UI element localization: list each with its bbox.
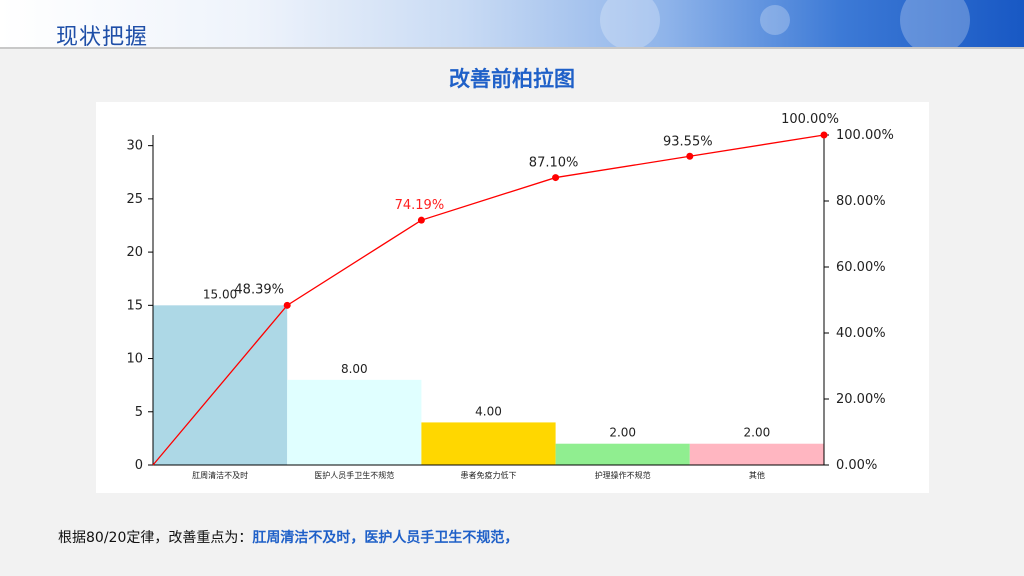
- conclusion-note: 根据80/20定律，改善重点为：肛周清洁不及时，医护人员手卫生不规范，: [58, 527, 518, 547]
- cumulative-line: [152, 134, 825, 466]
- cumulative-point: [552, 174, 560, 182]
- x-tick-label: 其他: [749, 470, 765, 480]
- cumulative-label: 87.10%: [529, 156, 579, 171]
- bar: [287, 379, 422, 465]
- page-title: 现状把握: [56, 25, 149, 50]
- bar-value-label: 8.00: [341, 362, 368, 376]
- cumulative-point: [686, 152, 694, 160]
- y-tick-label: 20: [126, 245, 143, 260]
- y-tick-label: 5: [135, 405, 143, 420]
- x-tick-label: 医护人员手卫生不规范: [314, 470, 394, 480]
- cumulative-point: [417, 216, 425, 224]
- cumulative-label: 93.55%: [663, 134, 713, 149]
- y2-tick-label: 0.00%: [836, 458, 877, 473]
- y2-tick-label: 40.00%: [836, 326, 886, 341]
- header-divider: [0, 47, 1024, 49]
- banner-bubble: [600, 0, 660, 48]
- bar-value-label: 15.00: [203, 287, 237, 301]
- bar-value-label: 4.00: [475, 404, 502, 418]
- chart-panel: 15.00 肛周清洁不及时 8.00 医护人员手卫生不规范 4.00 患者免疫力低下 2.0…: [96, 102, 929, 493]
- x-tick-label: 护理操作不规范: [595, 470, 651, 480]
- cumulative-point: [283, 301, 291, 309]
- y-tick-label: 0: [135, 458, 143, 473]
- cumulative-label: 48.39%: [234, 282, 284, 297]
- banner-bubble: [760, 5, 790, 35]
- y-tick-label: 15: [126, 298, 143, 313]
- y-tick-label: 30: [126, 139, 143, 154]
- y2-tick-label: 60.00%: [836, 260, 886, 275]
- conclusion-prefix: 根据80/20定律，改善重点为：: [58, 530, 253, 546]
- bar: [421, 422, 556, 465]
- pareto-chart: 15.00 肛周清洁不及时 8.00 医护人员手卫生不规范 4.00 患者免疫力低下 2.0…: [126, 112, 894, 480]
- conclusion-highlight: 肛周清洁不及时，医护人员手卫生不规范，: [252, 530, 519, 546]
- bar-value-label: 2.00: [609, 426, 636, 440]
- y-tick-label: 25: [126, 192, 143, 207]
- y2-tick-label: 80.00%: [836, 194, 886, 209]
- cumulative-label: 100.00%: [781, 112, 839, 127]
- bar-value-label: 2.00: [744, 426, 771, 440]
- bar: [689, 443, 824, 465]
- cumulative-label: 74.19%: [395, 198, 445, 213]
- y2-tick-label: 100.00%: [836, 128, 894, 143]
- y-tick-label: 10: [126, 352, 143, 367]
- bar: [555, 443, 690, 465]
- cumulative-point: [820, 131, 828, 139]
- y2-tick-label: 20.00%: [836, 392, 886, 407]
- x-tick-label: 肛周清洁不及时: [192, 470, 248, 480]
- header-banner: [0, 0, 1024, 48]
- chart-title: 改善前柏拉图: [449, 67, 575, 91]
- x-tick-label: 患者免疫力低下: [461, 470, 517, 480]
- banner-bubble: [900, 0, 970, 48]
